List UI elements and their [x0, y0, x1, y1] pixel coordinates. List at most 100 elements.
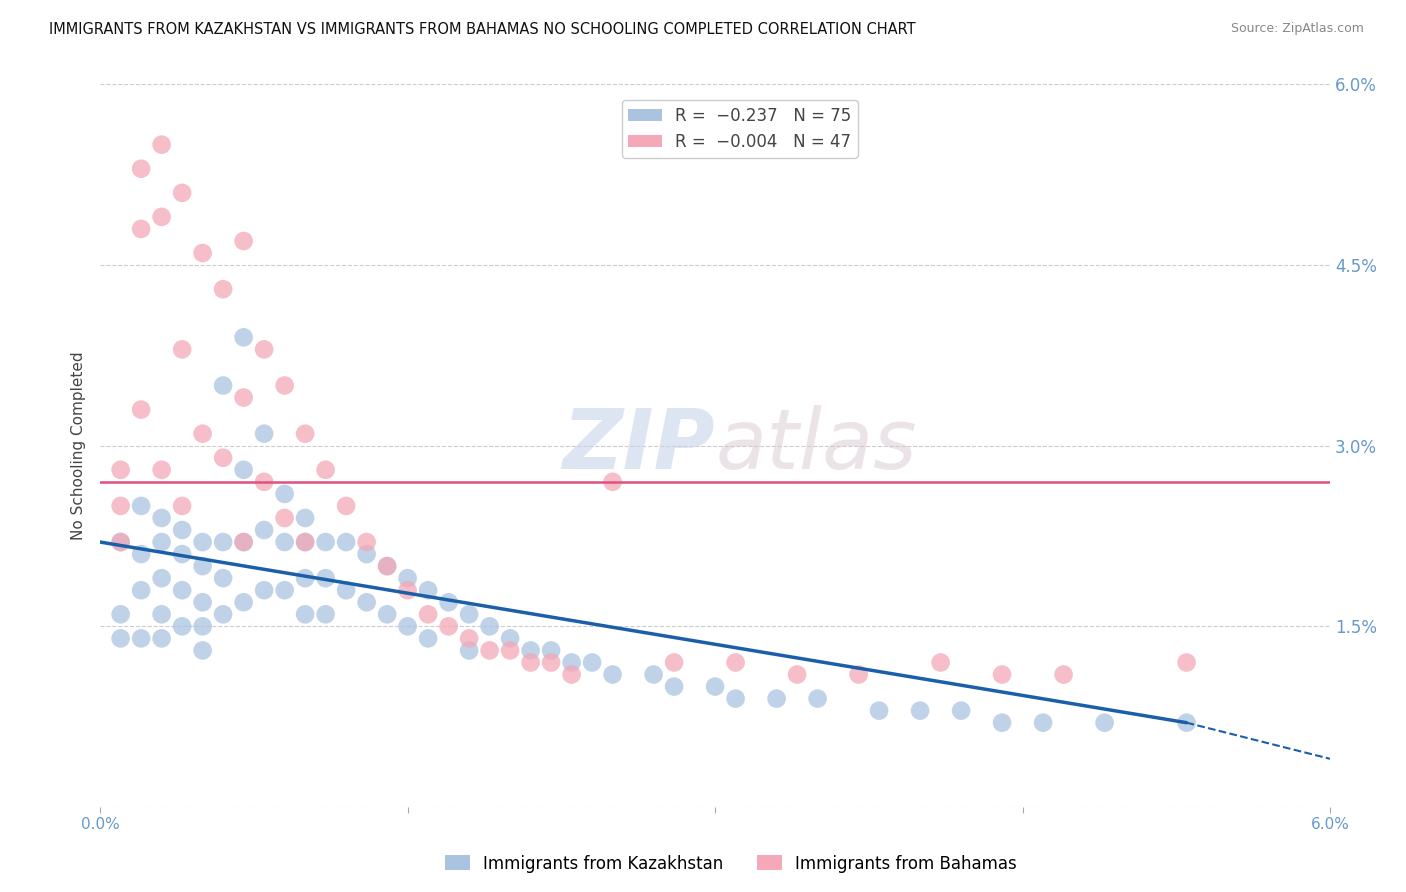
- Point: [581, 656, 603, 670]
- Point: [150, 535, 173, 549]
- Point: [294, 426, 316, 441]
- Point: [1175, 715, 1198, 730]
- Point: [315, 607, 337, 622]
- Point: [765, 691, 787, 706]
- Point: [129, 222, 152, 236]
- Point: [232, 330, 254, 344]
- Point: [375, 607, 398, 622]
- Point: [519, 643, 541, 657]
- Point: [561, 656, 583, 670]
- Point: [356, 547, 378, 561]
- Point: [662, 656, 685, 670]
- Point: [335, 583, 357, 598]
- Point: [1175, 656, 1198, 670]
- Point: [499, 632, 522, 646]
- Point: [662, 680, 685, 694]
- Point: [294, 571, 316, 585]
- Point: [191, 619, 214, 633]
- Point: [172, 186, 194, 200]
- Point: [908, 704, 931, 718]
- Point: [643, 667, 665, 681]
- Point: [294, 511, 316, 525]
- Point: [724, 656, 747, 670]
- Point: [335, 535, 357, 549]
- Point: [172, 583, 194, 598]
- Point: [602, 475, 624, 489]
- Point: [150, 571, 173, 585]
- Point: [786, 667, 808, 681]
- Legend: R =  −0.237   N = 75, R =  −0.004   N = 47: R = −0.237 N = 75, R = −0.004 N = 47: [621, 100, 858, 158]
- Point: [253, 426, 276, 441]
- Point: [232, 463, 254, 477]
- Point: [232, 535, 254, 549]
- Point: [110, 607, 132, 622]
- Point: [478, 643, 501, 657]
- Point: [848, 667, 870, 681]
- Point: [458, 632, 481, 646]
- Point: [437, 595, 460, 609]
- Point: [416, 583, 439, 598]
- Text: ZIP: ZIP: [562, 405, 716, 486]
- Point: [232, 535, 254, 549]
- Point: [396, 571, 419, 585]
- Point: [110, 535, 132, 549]
- Point: [416, 632, 439, 646]
- Point: [110, 535, 132, 549]
- Point: [807, 691, 830, 706]
- Point: [172, 619, 194, 633]
- Point: [191, 559, 214, 574]
- Point: [273, 511, 295, 525]
- Point: [540, 656, 562, 670]
- Point: [273, 487, 295, 501]
- Point: [253, 523, 276, 537]
- Point: [212, 607, 235, 622]
- Point: [191, 426, 214, 441]
- Point: [253, 343, 276, 357]
- Point: [540, 643, 562, 657]
- Point: [991, 667, 1014, 681]
- Point: [191, 535, 214, 549]
- Point: [172, 523, 194, 537]
- Point: [1094, 715, 1116, 730]
- Point: [150, 137, 173, 152]
- Point: [129, 583, 152, 598]
- Point: [356, 595, 378, 609]
- Point: [335, 499, 357, 513]
- Point: [129, 161, 152, 176]
- Point: [294, 607, 316, 622]
- Point: [1032, 715, 1054, 730]
- Point: [315, 463, 337, 477]
- Point: [110, 632, 132, 646]
- Text: IMMIGRANTS FROM KAZAKHSTAN VS IMMIGRANTS FROM BAHAMAS NO SCHOOLING COMPLETED COR: IMMIGRANTS FROM KAZAKHSTAN VS IMMIGRANTS…: [49, 22, 915, 37]
- Point: [150, 463, 173, 477]
- Point: [129, 547, 152, 561]
- Point: [273, 583, 295, 598]
- Point: [273, 378, 295, 392]
- Point: [478, 619, 501, 633]
- Point: [172, 343, 194, 357]
- Point: [273, 535, 295, 549]
- Point: [232, 595, 254, 609]
- Point: [315, 571, 337, 585]
- Point: [212, 378, 235, 392]
- Point: [150, 607, 173, 622]
- Point: [172, 499, 194, 513]
- Point: [375, 559, 398, 574]
- Point: [519, 656, 541, 670]
- Point: [375, 559, 398, 574]
- Point: [191, 643, 214, 657]
- Point: [150, 210, 173, 224]
- Point: [950, 704, 973, 718]
- Point: [416, 607, 439, 622]
- Point: [129, 402, 152, 417]
- Point: [396, 583, 419, 598]
- Point: [110, 499, 132, 513]
- Y-axis label: No Schooling Completed: No Schooling Completed: [72, 351, 86, 540]
- Point: [396, 619, 419, 633]
- Point: [704, 680, 727, 694]
- Point: [499, 643, 522, 657]
- Point: [191, 246, 214, 260]
- Point: [129, 499, 152, 513]
- Point: [150, 632, 173, 646]
- Text: Source: ZipAtlas.com: Source: ZipAtlas.com: [1230, 22, 1364, 36]
